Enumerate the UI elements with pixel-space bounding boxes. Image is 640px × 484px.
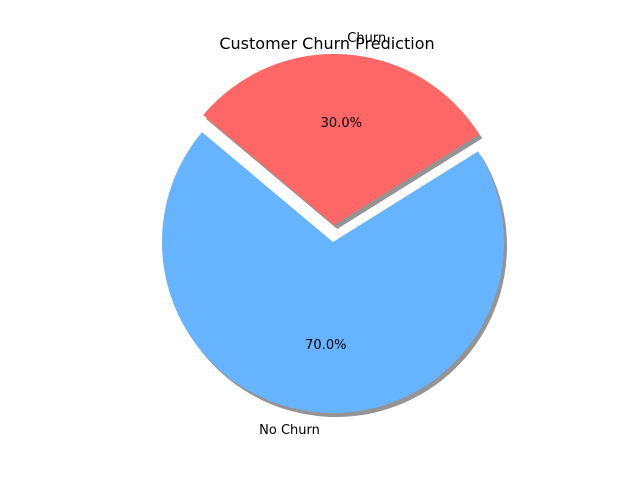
slice-label-no-churn: No Churn (259, 423, 320, 438)
slice-percent-no-churn: 70.0% (305, 338, 346, 353)
slice-churn (203, 53, 480, 225)
slice-label-churn: Churn (347, 31, 386, 46)
slices (162, 53, 505, 413)
slice-percent-churn: 30.0% (321, 116, 362, 131)
slice-labels: No Churn 70.0% Churn 30.0% (259, 31, 386, 438)
slice-no-churn (162, 132, 505, 413)
chart-title: Customer Churn Prediction (219, 34, 434, 53)
